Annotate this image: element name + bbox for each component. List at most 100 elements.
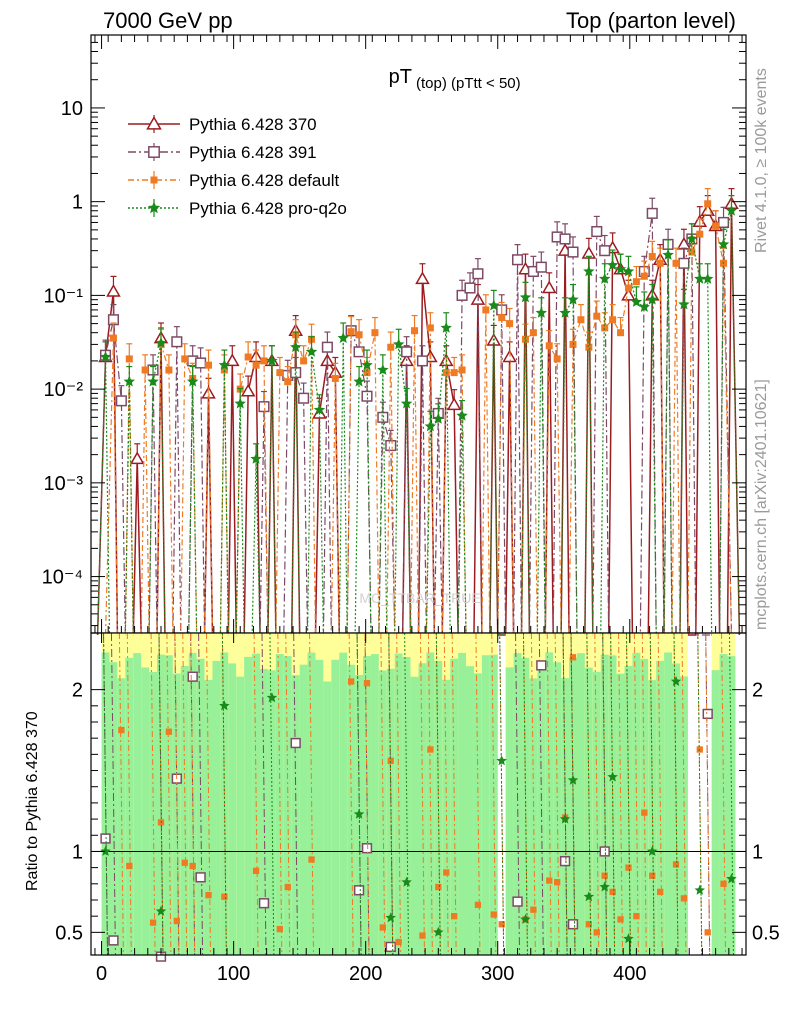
- ratio-line: [174, 632, 180, 956]
- mcplots-label: mcplots.cern.ch [arXiv:2401.10621]: [753, 379, 770, 630]
- legend-marker: [146, 115, 162, 130]
- ratio-line: [673, 632, 679, 956]
- ratio-band-green: [244, 656, 253, 955]
- data-point: [305, 345, 318, 357]
- data-point: [472, 268, 484, 280]
- data-point: [593, 312, 601, 320]
- ratio-point: [559, 856, 571, 867]
- ratio-point: [395, 938, 402, 946]
- ratio-band-green: [434, 661, 443, 955]
- data-point: [638, 301, 650, 312]
- ratio-line: [190, 632, 196, 956]
- ratio-line: [602, 632, 608, 956]
- ratio-y-label: Ratio to Pythia 6.428 370: [24, 711, 41, 891]
- legend-label: Pythia 6.428 default: [189, 171, 340, 190]
- data-point: [353, 375, 365, 387]
- ratio-point: [726, 873, 737, 884]
- ratio-point: [353, 808, 365, 819]
- header-right: Top (parton level): [566, 8, 736, 33]
- ratio-point: [266, 692, 278, 703]
- ratio-point: [258, 898, 270, 909]
- data-point: [601, 324, 609, 332]
- data-point: [696, 230, 704, 238]
- data-point: [553, 355, 561, 363]
- ratio-point: [361, 843, 373, 854]
- ratio-point: [100, 833, 111, 844]
- data-point: [614, 263, 627, 275]
- x-tick-label: 200: [349, 963, 382, 985]
- ratio-point: [694, 884, 705, 895]
- data-point: [458, 366, 466, 374]
- data-point: [355, 331, 363, 339]
- data-point: [446, 397, 462, 411]
- ratio-line: [206, 632, 212, 956]
- ratio-point: [100, 845, 111, 856]
- data-point: [609, 316, 617, 324]
- ratio-line: [269, 632, 275, 956]
- ratio-plot-area: [91, 632, 746, 962]
- data-point: [347, 328, 355, 336]
- ratio-point: [401, 876, 412, 887]
- data-point: [640, 272, 648, 280]
- data-point: [567, 293, 579, 305]
- ratio-point: [290, 737, 301, 749]
- data-point: [718, 216, 730, 229]
- data-point: [171, 336, 183, 348]
- ratio-point: [520, 913, 531, 924]
- data-point: [678, 257, 690, 269]
- data-point: [646, 207, 658, 219]
- ratio-point: [387, 757, 394, 764]
- y-tick-label: 10: [61, 98, 83, 120]
- data-point: [361, 390, 373, 402]
- legend-label: Pythia 6.428 370: [189, 115, 317, 134]
- ratio-point: [474, 901, 482, 908]
- ratio-band-green: [370, 654, 379, 955]
- data-point: [506, 320, 514, 328]
- data-point: [622, 265, 635, 277]
- data-point: [371, 329, 379, 337]
- ratio-band-green: [466, 666, 474, 955]
- x-axis: 0 100 200 300 400: [94, 35, 743, 985]
- ratio-point: [559, 813, 571, 824]
- ratio-band-green: [458, 652, 467, 955]
- legend-entry: Pythia 6.428 pro-q2o: [128, 199, 347, 218]
- data-point: [353, 346, 365, 358]
- ratio-band-green: [664, 652, 673, 955]
- ratio-tick-label-right: 2: [752, 680, 763, 702]
- ratio-band-green: [473, 673, 482, 955]
- data-point: [385, 439, 397, 452]
- ratio-point: [623, 933, 634, 944]
- ratio-band-green: [315, 659, 324, 955]
- ratio-frame: [90, 632, 747, 956]
- data-point: [712, 222, 720, 230]
- legend-entry: Pythia 6.428 370: [128, 115, 317, 134]
- data-point: [187, 375, 199, 387]
- data-point: [411, 327, 419, 335]
- legend-marker: [147, 201, 161, 214]
- ratio-line: [110, 632, 116, 956]
- x-tick-label: 400: [613, 963, 646, 985]
- ratio-point: [155, 905, 167, 916]
- data-point: [456, 289, 468, 301]
- ratio-line: [475, 632, 481, 956]
- data-point: [416, 355, 429, 367]
- ratio-line: [610, 632, 616, 956]
- ratio-point: [419, 932, 426, 939]
- ratio-point: [173, 917, 180, 925]
- ratio-point: [490, 911, 497, 918]
- ratio-band-green: [378, 670, 387, 955]
- ratio-point: [649, 872, 656, 879]
- plot-title-main: pT: [389, 66, 412, 88]
- data-point: [498, 314, 506, 322]
- data-point: [266, 354, 278, 366]
- ratio-point: [187, 671, 198, 682]
- data-point: [252, 361, 260, 369]
- ratio-line: [443, 632, 449, 956]
- header-left: 7000 GeV pp: [103, 8, 233, 33]
- data-point: [450, 369, 458, 377]
- ratio-band-green: [505, 667, 514, 955]
- ratio-series-2: [100, 632, 737, 956]
- data-point: [234, 397, 246, 409]
- data-point: [511, 254, 524, 266]
